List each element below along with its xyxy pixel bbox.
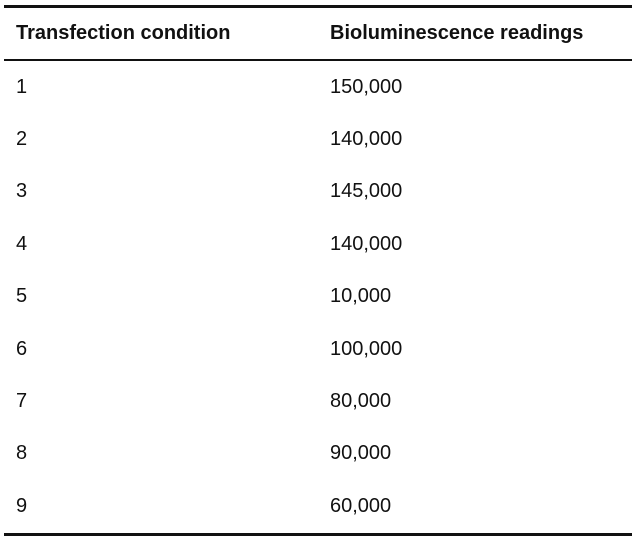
- table-row: 3 145,000: [4, 166, 632, 218]
- table-row: 8 90,000: [4, 428, 632, 480]
- table-row: 9 60,000: [4, 480, 632, 535]
- data-table-container: Transfection condition Bioluminescence r…: [4, 5, 632, 536]
- reading-cell: 140,000: [330, 232, 403, 255]
- data-table: Transfection condition Bioluminescence r…: [4, 5, 632, 536]
- table-row: 4 140,000: [4, 218, 632, 270]
- condition-cell: 2: [16, 128, 28, 151]
- reading-cell: 145,000: [330, 180, 403, 203]
- reading-cell: 150,000: [330, 75, 403, 98]
- table-row: 7 80,000: [4, 375, 632, 427]
- table-row: 6 100,000: [4, 323, 632, 375]
- reading-cell: 60,000: [330, 494, 392, 517]
- table-header: Transfection condition Bioluminescence r…: [4, 6, 632, 60]
- reading-cell: 90,000: [330, 442, 392, 465]
- reading-cell: 140,000: [330, 128, 403, 151]
- condition-cell: 3: [16, 180, 28, 203]
- condition-cell: 8: [16, 442, 28, 465]
- reading-cell: 100,000: [330, 337, 403, 360]
- header-row: Transfection condition Bioluminescence r…: [4, 6, 632, 60]
- table-row: 2 140,000: [4, 113, 632, 165]
- condition-cell: 7: [16, 390, 28, 413]
- reading-cell: 10,000: [330, 285, 392, 308]
- table-row: 5 10,000: [4, 271, 632, 323]
- condition-cell: 5: [16, 285, 28, 308]
- condition-cell: 9: [16, 494, 28, 517]
- reading-cell: 80,000: [330, 390, 392, 413]
- table-row: 1 150,000: [4, 60, 632, 113]
- header-bioluminescence-readings: Bioluminescence readings: [330, 22, 584, 44]
- condition-cell: 4: [16, 232, 28, 255]
- table-body: 1 150,000 2 140,000 3 145,000 4 140,000 …: [4, 60, 632, 535]
- condition-cell: 1: [16, 75, 28, 98]
- condition-cell: 6: [16, 337, 28, 360]
- header-transfection-condition: Transfection condition: [16, 22, 231, 44]
